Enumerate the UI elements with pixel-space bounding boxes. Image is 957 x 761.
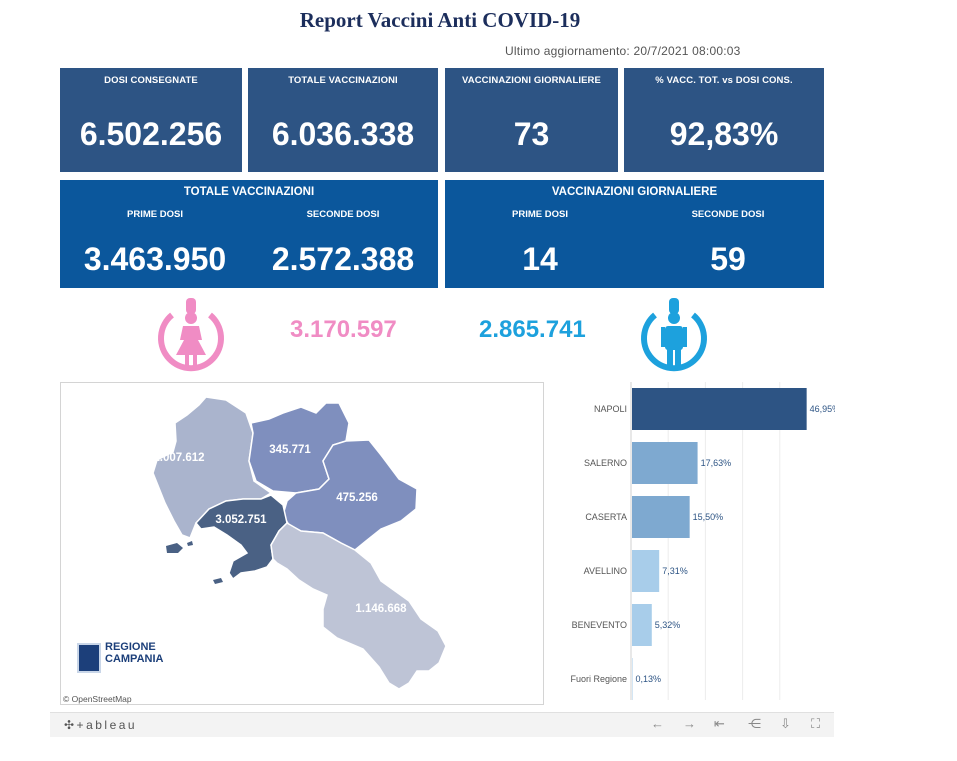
bar	[632, 550, 660, 592]
province-map[interactable]: 1.007.612 345.771 475.256 3.052.751 1.14…	[60, 382, 544, 705]
bar	[632, 496, 690, 538]
revert-button[interactable]: ⇤	[714, 716, 725, 731]
bar-value-label: 15,50%	[693, 512, 724, 522]
prime-dosi-value: 14	[522, 241, 558, 277]
regione-campania-emblem-icon	[77, 643, 101, 673]
kpi-percentuale-vaccinati: % VACC. TOT. vs DOSI CONS. 92,83%	[624, 68, 824, 172]
kpi-label: VACCINAZIONI GIORNALIERE	[462, 75, 601, 86]
bar-value-label: 7,31%	[662, 566, 688, 576]
kpi-value: 92,83%	[669, 116, 779, 152]
last-update-text: Ultimo aggiornamento: 20/7/2021 08:00:03	[505, 44, 741, 58]
island-ischia[interactable]	[166, 543, 183, 553]
male-vaccinations-value: 2.865.741	[479, 316, 586, 343]
share-button[interactable]: ⋲	[748, 716, 761, 731]
female-vaccinations-value: 3.170.597	[290, 316, 397, 343]
kpi-totale-vaccinazioni: TOTALE VACCINAZIONI 6.036.338	[248, 68, 438, 172]
bar-category-label: CASERTA	[585, 512, 627, 522]
bar-value-label: 46,95%	[810, 404, 835, 414]
seconde-dosi-value: 59	[710, 241, 746, 277]
seconde-dosi-label: SECONDE DOSI	[306, 209, 380, 220]
male-person-icon	[634, 297, 714, 377]
tableau-toolbar: ✣+ableau ← → ⇤ ⋲ ⇩ ⛶	[50, 712, 834, 737]
kpi-value: 6.502.256	[79, 116, 223, 152]
vaccinazioni-giornaliere-panel: VACCINAZIONI GIORNALIERE PRIME DOSI SECO…	[445, 180, 824, 288]
kpi-value: 73	[513, 116, 550, 152]
bar	[632, 442, 698, 484]
bar-category-label: SALERNO	[584, 458, 627, 468]
island-capri[interactable]	[213, 578, 223, 584]
page-title: Report Vaccini Anti COVID-19	[299, 8, 581, 32]
female-person-icon	[151, 297, 231, 377]
seconde-dosi-value: 2.572.388	[271, 241, 415, 277]
bar-category-label: AVELLINO	[584, 566, 627, 576]
bar	[632, 604, 652, 646]
undo-button[interactable]: ←	[651, 716, 664, 731]
kpi-vaccinazioni-giornaliere: VACCINAZIONI GIORNALIERE 73	[445, 68, 618, 172]
province-napoli[interactable]	[195, 494, 288, 581]
kpi-dosi-consegnate: DOSI CONSEGNATE 6.502.256	[60, 68, 242, 172]
seconde-dosi-label: SECONDE DOSI	[691, 209, 765, 220]
bar	[632, 388, 807, 430]
map-label-avellino: 475.256	[336, 492, 378, 504]
panel-header: VACCINAZIONI GIORNALIERE	[551, 186, 718, 198]
fullscreen-button[interactable]: ⛶	[811, 716, 821, 731]
kpi-value: 6.036.338	[271, 116, 415, 152]
bar-value-label: 0,13%	[636, 674, 662, 684]
prime-dosi-label: PRIME DOSI	[512, 209, 568, 220]
bar	[632, 658, 633, 700]
bar-category-label: BENEVENTO	[572, 620, 627, 630]
download-button[interactable]: ⇩	[780, 716, 791, 731]
bar-category-label: Fuori Regione	[570, 674, 627, 684]
bar-value-label: 17,63%	[701, 458, 732, 468]
island-procida[interactable]	[187, 541, 193, 546]
tableau-logo[interactable]: ✣+ableau	[64, 718, 138, 732]
map-label-benevento: 345.771	[269, 444, 311, 456]
redo-button[interactable]: →	[683, 716, 696, 731]
panel-header: TOTALE VACCINAZIONI	[183, 186, 315, 198]
prime-dosi-value: 3.463.950	[83, 241, 227, 277]
prime-dosi-label: PRIME DOSI	[127, 209, 183, 220]
province-salerno[interactable]	[270, 522, 447, 690]
kpi-label: DOSI CONSEGNATE	[104, 75, 198, 86]
map-attribution: © OpenStreetMap	[63, 694, 132, 704]
map-label-salerno: 1.146.668	[355, 603, 407, 615]
map-label-napoli: 3.052.751	[215, 514, 267, 526]
kpi-label: % VACC. TOT. vs DOSI CONS.	[655, 75, 793, 86]
bar-value-label: 5,32%	[655, 620, 681, 630]
map-label-caserta: 1.007.612	[153, 452, 204, 464]
province-bar-chart: NAPOLI 46,95% SALERNO 17,63% CASERTA 15,50% AV…	[545, 382, 840, 705]
bar-category-label: NAPOLI	[594, 404, 627, 414]
regione-campania-logo-text: REGIONE CAMPANIA	[105, 641, 164, 665]
totale-vaccinazioni-panel: TOTALE VACCINAZIONI PRIME DOSI SECONDE D…	[60, 180, 438, 288]
kpi-label: TOTALE VACCINAZIONI	[288, 75, 398, 86]
